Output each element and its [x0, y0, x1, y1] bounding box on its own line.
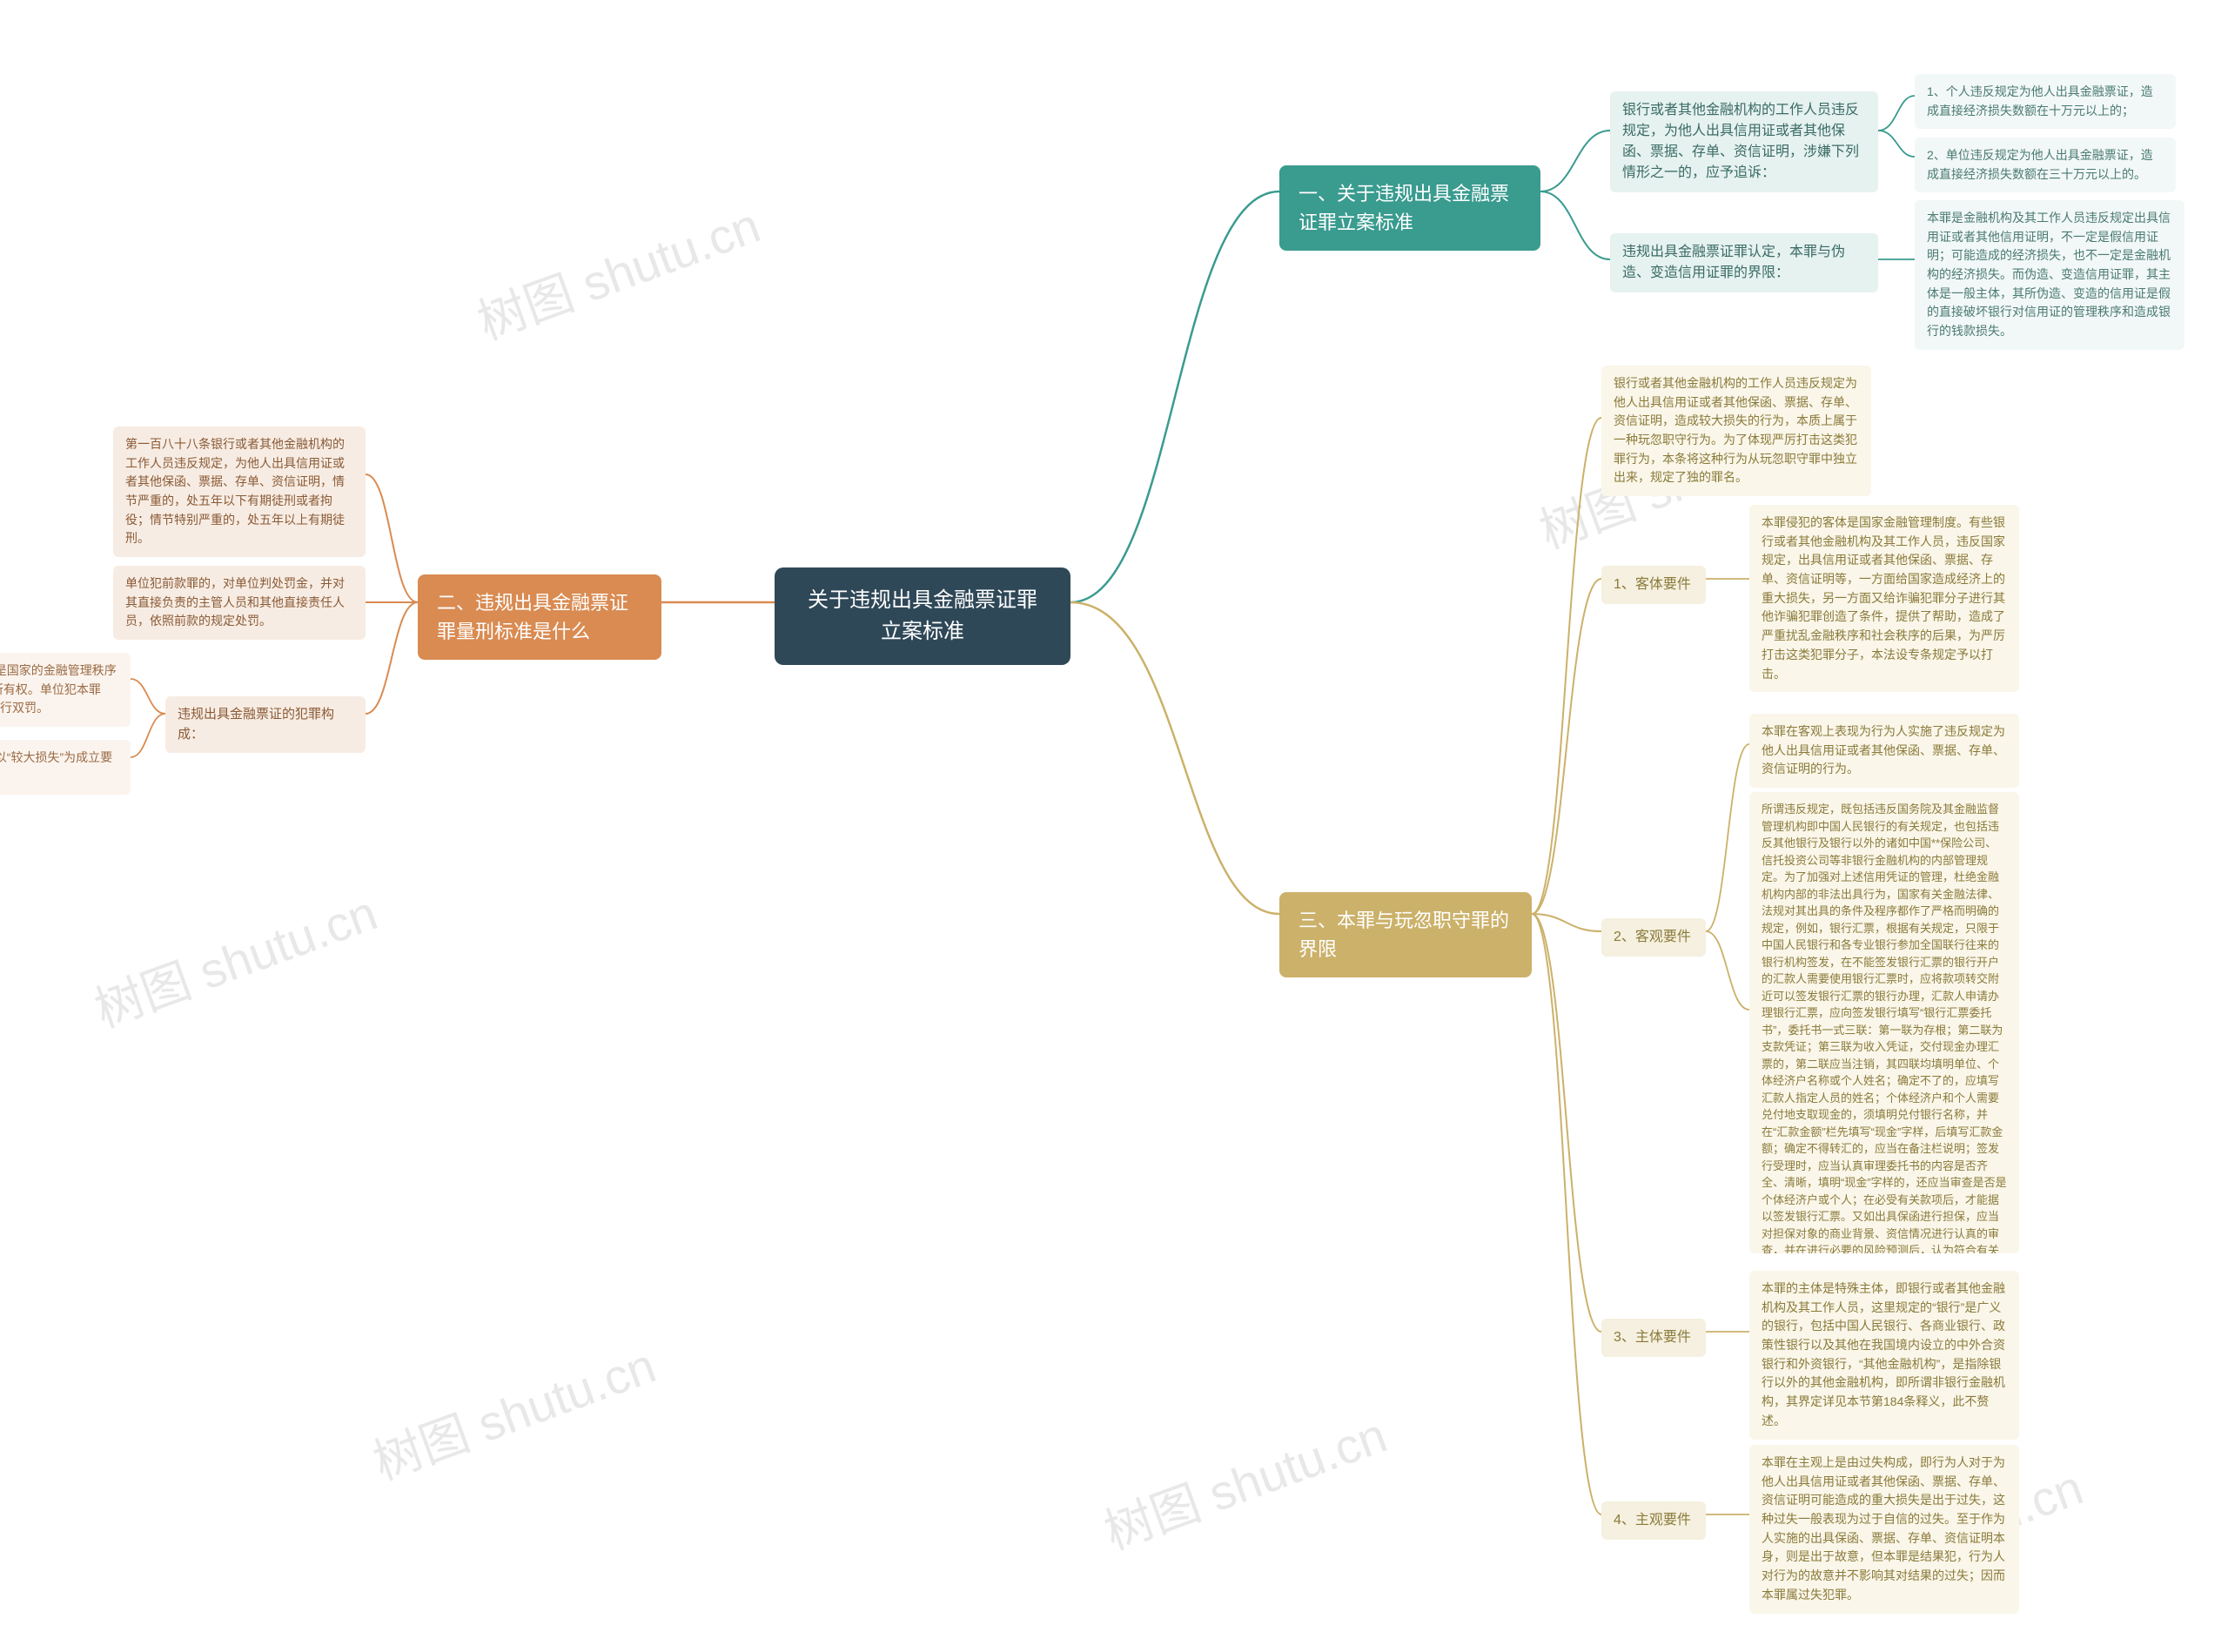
b1-s1-leaf2: 2、单位违反规定为他人出具金融票证，造成直接经济损失数额在三十万元以上的。 [1915, 138, 2176, 192]
b3-s1-text: 本罪侵犯的客体是国家金融管理制度。有些银行或者其他金融机构及其工作人员，违反国家… [1749, 505, 2019, 692]
b2-sub1: 第一百八十八条银行或者其他金融机构的工作人员违反规定，为他人出具信用证或者其他保… [113, 426, 366, 557]
branch-1[interactable]: 一、关于违规出具金融票证罪立案标准 [1279, 165, 1540, 251]
watermark: 树图 shutu.cn [466, 186, 768, 353]
b2-s3-leaf2: 2、本罪为结果犯，以“较大损失”为成立要件。 [0, 740, 131, 795]
b3-s1-label[interactable]: 1、客体要件 [1601, 566, 1706, 604]
branch-2[interactable]: 二、违规出具金融票证罪量刑标准是什么 [418, 574, 661, 660]
branch-3[interactable]: 三、本罪与玩忽职守罪的界限 [1279, 892, 1532, 977]
watermark: 树图 shutu.cn [362, 1326, 664, 1494]
b1-sub1[interactable]: 银行或者其他金融机构的工作人员违反规定，为他人出具信用证或者其他保函、票据、存单… [1610, 91, 1878, 192]
b2-s3-leaf1: 1、本罪侵犯的客体是国家的金融管理秩序及金融机构的 财产所有权。单位犯本罪的，对… [0, 653, 131, 727]
b1-s2-leaf1: 本罪是金融机构及其工作人员违反规定出具信用证或者其他信用证明，不一定是假信用证明… [1915, 200, 2184, 350]
b2-sub2: 单位犯前款罪的，对单位判处罚金，并对其直接负责的主管人员和其他直接责任人员，依照… [113, 566, 366, 640]
b3-intro: 银行或者其他金融机构的工作人员违反规定为他人出具信用证或者其他保函、票据、存单、… [1601, 366, 1871, 496]
b3-s2-label[interactable]: 2、客观要件 [1601, 918, 1706, 957]
b3-s3-label[interactable]: 3、主体要件 [1601, 1319, 1706, 1357]
b3-s4-label[interactable]: 4、主观要件 [1601, 1501, 1706, 1540]
b1-sub2[interactable]: 违规出具金融票证罪认定，本罪与伪造、变造信用证罪的界限： [1610, 233, 1878, 292]
b2-sub3[interactable]: 违规出具金融票证的犯罪构成： [165, 696, 366, 753]
b3-s2-text1: 本罪在客观上表现为行为人实施了违反规定为他人出具信用证或者其他保函、票据、存单、… [1749, 714, 2019, 788]
b1-s1-leaf1: 1、个人违反规定为他人出具金融票证，造成直接经济损失数额在十万元以上的； [1915, 74, 2176, 129]
root-node[interactable]: 关于违规出具金融票证罪立案标准 [775, 567, 1070, 665]
watermark: 树图 shutu.cn [84, 874, 386, 1041]
watermark: 树图 shutu.cn [1093, 1396, 1395, 1563]
b3-s2-text2: 所谓违反规定，既包括违反国务院及其金融监督管理机构即中国人民银行的有关规定，也包… [1749, 792, 2019, 1253]
b3-s4-text: 本罪在主观上是由过失构成，即行为人对于为他人出具信用证或者其他保函、票据、存单、… [1749, 1445, 2019, 1614]
b3-s3-text: 本罪的主体是特殊主体，即银行或者其他金融机构及其工作人员，这里规定的“银行”是广… [1749, 1271, 2019, 1440]
